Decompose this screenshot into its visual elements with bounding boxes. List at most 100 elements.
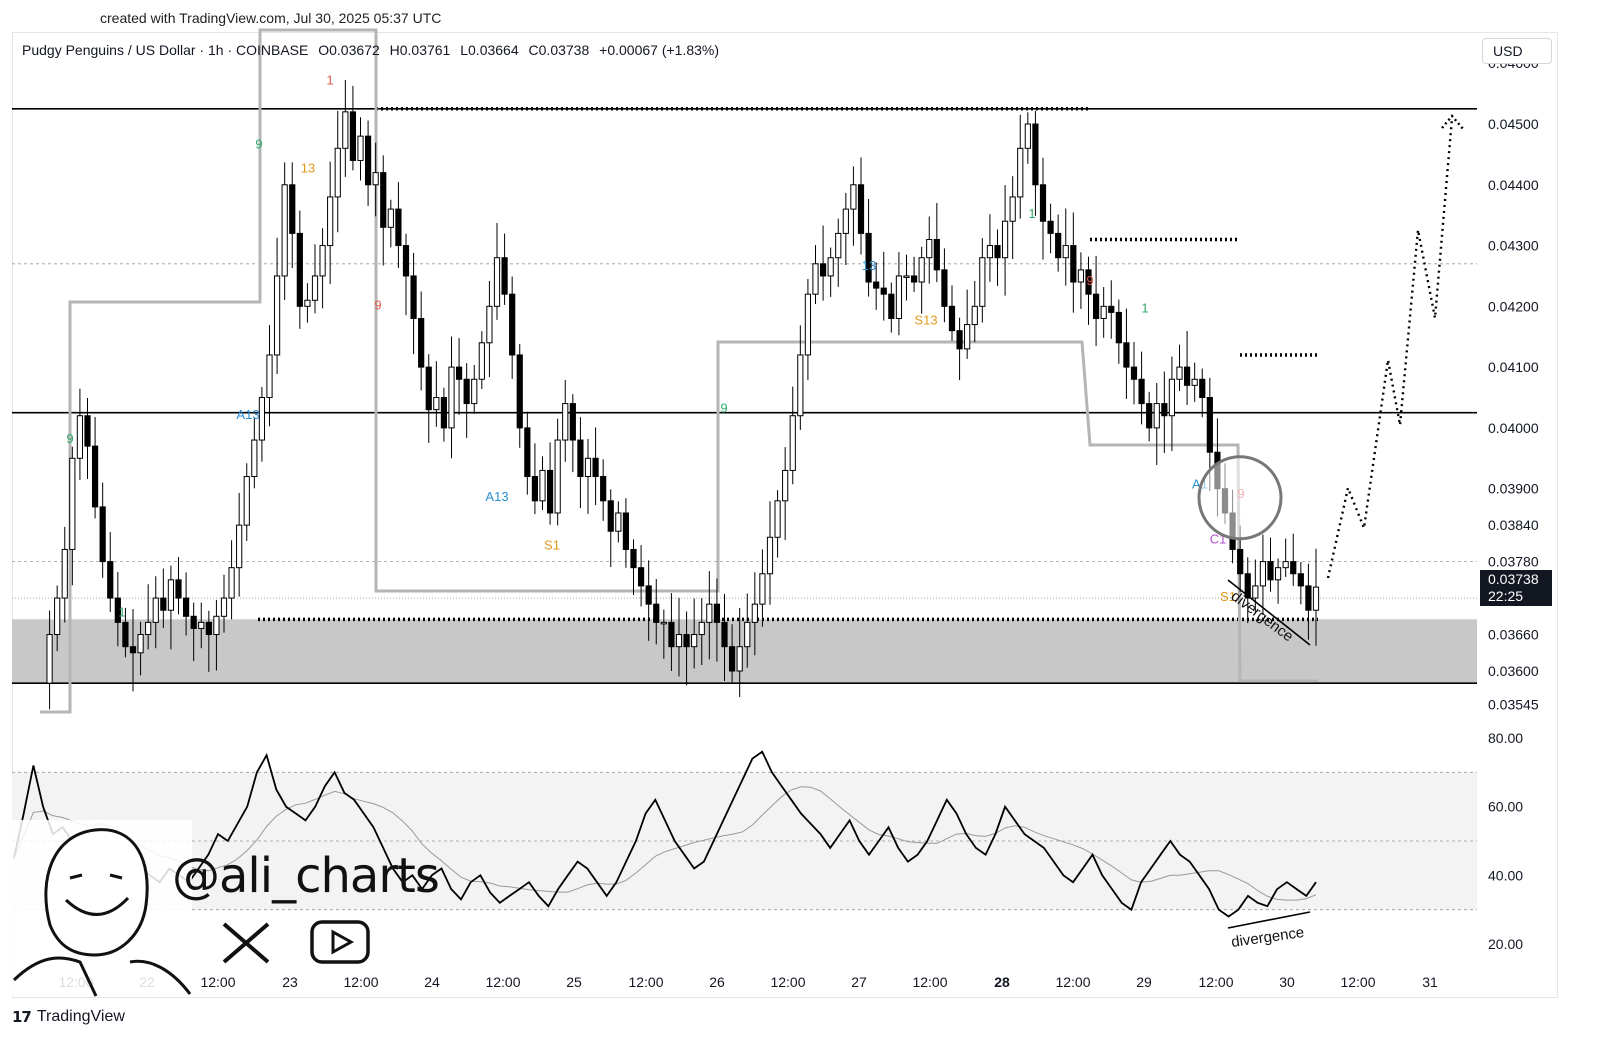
ohlc-close: C0.03738 — [528, 42, 590, 58]
created-note: created with TradingView.com, Jul 30, 20… — [100, 10, 442, 26]
candle-up — [433, 397, 440, 411]
candle-up — [782, 469, 789, 502]
candle-down — [1115, 311, 1122, 344]
candle-up — [145, 621, 152, 636]
price-axis-tick: 0.03545 — [1488, 696, 1539, 712]
candle-down — [728, 646, 736, 672]
candle-up — [1176, 366, 1183, 380]
rsi-line — [13, 750, 1317, 918]
candle-up — [281, 184, 288, 277]
time-axis-tick: 28 — [994, 974, 1010, 990]
time-axis-tick: 24 — [424, 974, 440, 990]
time-axis-tick: 12:00 — [200, 974, 235, 990]
candle-down — [721, 621, 728, 648]
candle-up — [243, 476, 250, 526]
td-sequential-label: 9 — [720, 401, 727, 416]
candle-up — [615, 512, 622, 532]
candle-up — [1017, 147, 1024, 198]
last-price-value: 0.03738 — [1488, 571, 1539, 587]
candle-down — [1032, 123, 1039, 186]
author-avatar — [12, 820, 370, 997]
price-axis-tick: 0.03600 — [1488, 663, 1539, 679]
candle-down — [880, 287, 887, 295]
price-axis-tick: 0.04500 — [1488, 116, 1539, 132]
ohlc-high: H0.03761 — [389, 42, 451, 58]
time-axis-tick: 23 — [282, 974, 298, 990]
trailing-step-line — [40, 28, 1318, 714]
candle-up — [804, 293, 812, 356]
price-axis-tick: 0.03900 — [1488, 481, 1539, 497]
candle-down — [1297, 573, 1304, 587]
candle-down — [418, 317, 425, 368]
candle-down — [630, 548, 637, 569]
time-axis-tick: 12:00 — [1055, 974, 1090, 990]
rsi-axis-tick: 80.00 — [1488, 730, 1523, 746]
symbol-title: Pudgy Penguins / US Dollar · 1h · COINBA… — [22, 42, 309, 58]
candle-up — [539, 469, 546, 502]
td-sequential-label: 1 — [1028, 206, 1035, 221]
candle-up — [311, 275, 319, 301]
candle-up — [759, 573, 766, 605]
candle-down — [1047, 220, 1054, 234]
candle-up — [842, 208, 849, 234]
candle-down — [1092, 293, 1100, 319]
candle-down — [1290, 561, 1297, 575]
price-axis-tick: 0.04300 — [1488, 238, 1539, 254]
candle-up — [213, 615, 220, 636]
candle-up — [1100, 305, 1107, 319]
ohlc-low: L0.03664 — [460, 42, 519, 58]
rsi-axis-tick: 40.00 — [1488, 867, 1523, 883]
candle-up — [1009, 196, 1016, 222]
candle-up — [986, 245, 994, 259]
candle-up — [850, 184, 857, 210]
candle-down — [1199, 378, 1206, 398]
candle-down — [1039, 184, 1047, 222]
candle-down — [933, 238, 940, 271]
highlight-circle — [1197, 455, 1283, 541]
candle-down — [941, 269, 948, 307]
step-lines — [40, 28, 1318, 714]
candle-down — [1237, 548, 1244, 575]
time-axis: 12:002212:002312:002412:002512:002612:00… — [58, 974, 1438, 990]
candle-up — [1282, 561, 1289, 569]
price-axis-tick: 0.04200 — [1488, 298, 1539, 314]
candle-up — [228, 567, 235, 599]
candle-down — [516, 354, 523, 429]
candle-down — [524, 427, 531, 478]
tradingview-logo[interactable]: 17 TradingView — [12, 1008, 125, 1026]
candle-up — [273, 275, 281, 356]
candle-up — [1191, 378, 1198, 386]
currency-button[interactable]: USD — [1482, 38, 1552, 64]
candle-up — [1062, 245, 1069, 259]
ohlc-open: O0.03672 — [318, 42, 380, 58]
rsi-pane: 80.00 60.00 40.00 20.00 divergence — [12, 730, 1523, 952]
candle-down — [122, 621, 129, 648]
candle-down — [1146, 403, 1153, 429]
td-sequential-label: 13 — [862, 258, 876, 273]
candle-up — [342, 111, 349, 149]
candle-down — [205, 621, 212, 636]
td-sequential-label: A13 — [485, 489, 508, 504]
x-social-icon — [222, 922, 270, 964]
candle-up — [835, 232, 842, 259]
time-axis-tick: 12:00 — [628, 974, 663, 990]
candle-up — [46, 634, 53, 684]
candle-down — [948, 305, 956, 332]
avatar-smile-icon — [64, 896, 130, 916]
candle-up — [774, 500, 781, 538]
td-sequential-label: 9 — [255, 136, 262, 151]
time-axis-tick: 12:00 — [485, 974, 520, 990]
candle-up — [1077, 269, 1085, 283]
candle-up — [327, 196, 334, 247]
candle-up — [61, 548, 68, 599]
candle-down — [622, 512, 630, 550]
candle-down — [994, 245, 1001, 259]
projection-arrowhead — [1441, 114, 1465, 131]
candle-down — [175, 579, 182, 599]
candle-up — [1001, 220, 1009, 259]
candle-up — [1259, 561, 1267, 587]
candle-down — [402, 245, 410, 277]
candle-up — [334, 147, 341, 198]
td-sequential-label: S1 — [544, 537, 560, 552]
